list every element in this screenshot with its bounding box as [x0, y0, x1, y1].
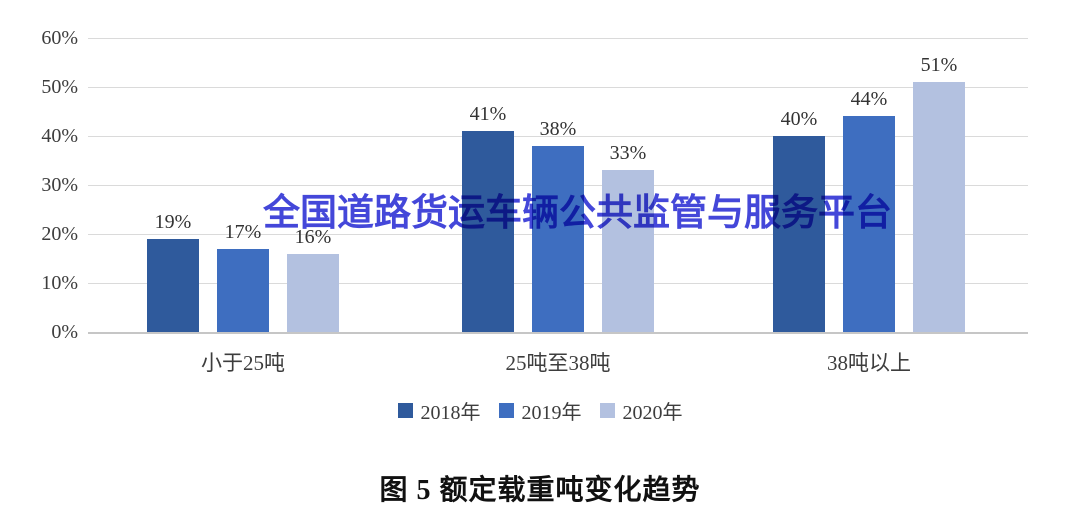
legend-swatch-icon: [397, 403, 413, 418]
y-axis-tick-label: 10%: [41, 272, 78, 294]
x-axis-category-label: 38吨以上: [827, 351, 911, 375]
watermark: 全国道路货运车辆公共监管与服务平台: [263, 191, 892, 234]
figure-caption: 图 5 额定载重吨变化趋势: [379, 475, 701, 506]
bar-value-label: 16%: [294, 226, 332, 248]
bar-value-label: 33%: [609, 142, 647, 164]
y-axis-tick-label: 40%: [41, 125, 78, 147]
bar-value-label: 41%: [469, 103, 507, 125]
bar-series-1-cat-1: [532, 146, 584, 332]
bar-value-label: 38%: [539, 118, 577, 140]
gridline: [88, 38, 1028, 39]
bar-value-label: 51%: [920, 54, 958, 76]
y-axis-tick-label: 30%: [41, 174, 78, 196]
bar-series-2-cat-1: [602, 170, 654, 332]
gridline: [88, 136, 1028, 137]
legend-item: 2019年: [498, 396, 582, 425]
legend-label: 2018年: [420, 402, 481, 424]
bar-series-1-cat-2: [843, 116, 895, 332]
legend-label: 2020年: [622, 402, 683, 424]
bar-series-2-cat-0: [287, 254, 339, 332]
legend-item: 2018年: [397, 396, 481, 425]
x-axis-category-label: 25吨至38吨: [505, 351, 611, 375]
gridline: [88, 87, 1028, 88]
y-axis-tick-label: 50%: [41, 76, 78, 98]
bar-series-1-cat-0: [217, 249, 269, 332]
bar-value-label: 40%: [780, 108, 818, 130]
bar-value-label: 44%: [850, 88, 888, 110]
bar-series-0-cat-2: [773, 136, 825, 332]
legend-label: 2019年: [521, 402, 582, 424]
bar-series-2-cat-2: [913, 82, 965, 332]
x-axis-line: [88, 332, 1028, 334]
legend-item: 2020年: [599, 396, 683, 425]
bar-chart: 0% 10% 20% 30% 40% 50% 60% 19% 41% 40% 17% 38% 44% 16…: [41, 27, 1028, 375]
y-axis-tick-label: 0%: [51, 321, 78, 343]
legend-swatch-icon: [498, 403, 514, 418]
x-axis-category-label: 小于25吨: [201, 351, 285, 375]
bar-series-0-cat-1: [462, 131, 514, 332]
bar-value-label: 17%: [224, 221, 262, 243]
bar-series-0-cat-0: [147, 239, 199, 332]
chart-legend: 2018年 2019年 2020年: [0, 396, 1080, 425]
y-axis-tick-label: 60%: [41, 27, 78, 49]
legend-swatch-icon: [599, 403, 615, 418]
bar-value-label: 19%: [154, 211, 192, 233]
y-axis-tick-label: 20%: [41, 223, 78, 245]
